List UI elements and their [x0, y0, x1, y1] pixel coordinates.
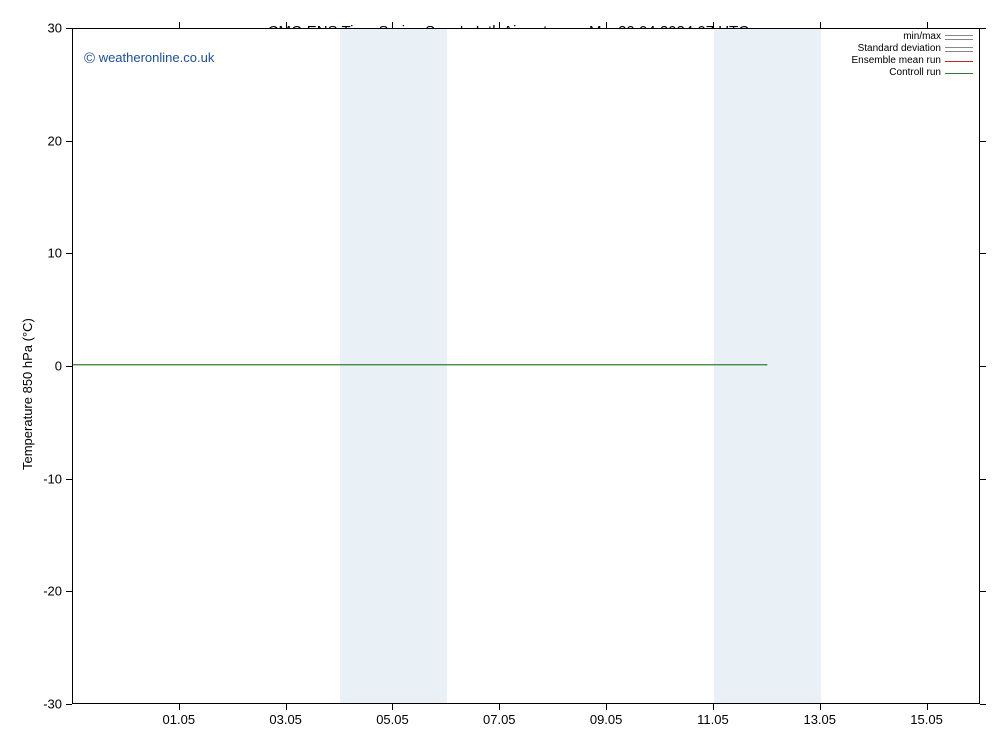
legend-item: Standard deviation — [852, 43, 974, 55]
x-tick-label: 07.05 — [483, 712, 516, 727]
x-tick — [179, 22, 180, 28]
legend-label: Controll run — [889, 67, 945, 79]
y-tick — [66, 366, 72, 367]
x-tick — [713, 704, 714, 710]
legend: min/maxStandard deviationEnsemble mean r… — [852, 31, 974, 79]
x-tick-label: 05.05 — [376, 712, 409, 727]
x-tick-label: 11.05 — [697, 712, 729, 727]
weekend-band — [393, 29, 446, 703]
y-axis-label: Temperature 850 hPa (°C) — [20, 318, 35, 470]
y-tick — [980, 141, 986, 142]
y-tick-label: -30 — [43, 697, 62, 712]
x-tick — [606, 22, 607, 28]
y-tick — [980, 704, 986, 705]
legend-swatch — [945, 56, 973, 66]
x-tick-label: 03.05 — [269, 712, 302, 727]
x-tick — [927, 22, 928, 28]
weekend-band — [340, 29, 393, 703]
x-tick-label: 13.05 — [803, 712, 836, 727]
legend-label: Standard deviation — [858, 43, 945, 55]
x-tick — [820, 22, 821, 28]
y-tick — [66, 141, 72, 142]
legend-item: Ensemble mean run — [852, 55, 974, 67]
y-tick — [66, 704, 72, 705]
legend-label: Ensemble mean run — [852, 55, 946, 67]
watermark-text: weatheronline.co.uk — [99, 50, 215, 65]
x-tick — [286, 22, 287, 28]
chart-container: CMC-ENS Time Series Sana'a Intl. Airport… — [0, 0, 1000, 733]
x-tick — [820, 704, 821, 710]
y-tick — [66, 591, 72, 592]
y-tick — [980, 28, 986, 29]
legend-item: min/max — [852, 31, 974, 43]
weekend-band — [714, 29, 767, 703]
y-tick-label: 0 — [55, 359, 62, 374]
x-tick — [606, 704, 607, 710]
y-tick-label: 30 — [48, 21, 62, 36]
y-tick-label: 10 — [48, 246, 62, 261]
y-tick-label: -20 — [43, 584, 62, 599]
y-tick — [980, 591, 986, 592]
watermark: © weatheronline.co.uk — [84, 50, 214, 67]
series-layer — [73, 29, 981, 705]
y-tick — [980, 253, 986, 254]
legend-swatch — [945, 44, 973, 54]
y-tick — [66, 28, 72, 29]
legend-item: Controll run — [852, 67, 974, 79]
y-tick — [980, 366, 986, 367]
x-tick — [499, 22, 500, 28]
y-tick-label: 20 — [48, 133, 62, 148]
plot-area: min/maxStandard deviationEnsemble mean r… — [72, 28, 980, 704]
y-tick — [66, 479, 72, 480]
y-tick — [980, 479, 986, 480]
y-tick — [66, 253, 72, 254]
x-tick-label: 15.05 — [910, 712, 943, 727]
legend-swatch — [945, 32, 973, 42]
x-tick — [179, 704, 180, 710]
x-tick — [392, 22, 393, 28]
y-tick-label: -10 — [43, 471, 62, 486]
x-tick — [927, 704, 928, 710]
x-tick-label: 09.05 — [590, 712, 623, 727]
x-tick — [713, 22, 714, 28]
x-tick — [392, 704, 393, 710]
weekend-band — [767, 29, 820, 703]
x-tick — [286, 704, 287, 710]
legend-swatch — [945, 68, 973, 78]
x-tick — [499, 704, 500, 710]
x-tick-label: 01.05 — [163, 712, 196, 727]
legend-label: min/max — [903, 31, 945, 43]
